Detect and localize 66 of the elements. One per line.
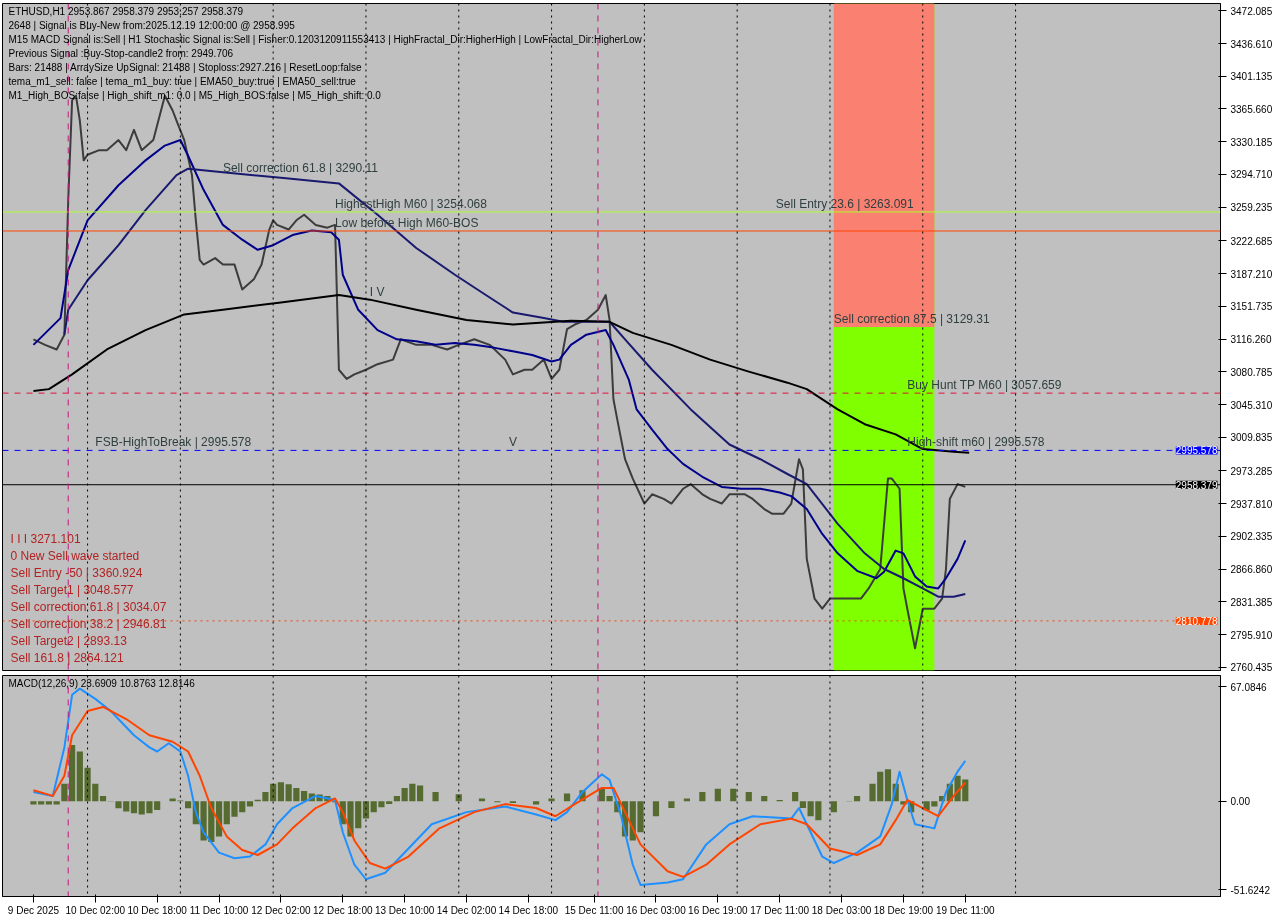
x-tick-label: 10 Dec 18:00: [127, 904, 188, 916]
x-tick-label: 19 Dec 11:00: [935, 904, 996, 916]
x-tick-label: 13 Dec 10:00: [374, 904, 435, 916]
y-tick-label: 3436.610: [1230, 38, 1273, 50]
x-tick-label: 12 Dec 02:00: [251, 904, 312, 916]
x-tick-label: 16 Dec 03:00: [626, 904, 687, 916]
x-tick-label: 10 Dec 02:00: [65, 904, 126, 916]
annotation: tema_m1_sell: false | tema_m1_buy: true | EMA50_buy:true | EMA50_sell:true: [8, 75, 357, 87]
y-tick-label: 3365.660: [1230, 103, 1273, 115]
annotation: Sell correction 61.8 | 3034.07: [10, 599, 167, 614]
annotation: I I I 3271.101: [10, 531, 81, 546]
y-tick-label: 3259.235: [1230, 202, 1273, 214]
y-tick-label: 3116.260: [1230, 334, 1272, 346]
x-tick-label: 14 Dec 02:00: [436, 904, 497, 916]
y-tick-label: 2795.910: [1230, 629, 1273, 641]
x-tick-label: 17 Dec 11:00: [750, 904, 810, 916]
y-tick-label: 2937.810: [1230, 498, 1273, 510]
annotation: Bars: 21488 | ArraySize UpSignal: 21488 | Stoploss:2927.216 | ResetLoop:false: [8, 61, 362, 73]
y-tick-label: 2902.335: [1230, 531, 1273, 543]
y-tick-label: -51.6242: [1230, 884, 1271, 896]
y-tick-label: 2831.385: [1230, 596, 1273, 608]
y-tick-label: 3222.685: [1230, 235, 1273, 247]
x-tick-label: 16 Dec 19:00: [688, 904, 749, 916]
y-tick-label: 2973.285: [1230, 465, 1273, 477]
y-tick-label: 3294.710: [1230, 169, 1273, 181]
annotation: FSB-HighToBreak | 2995.578: [95, 435, 252, 450]
y-tick-label: 3401.135: [1230, 71, 1273, 83]
annotation: MACD(12,26,9) 23.6909 10.8763 12.8146: [8, 677, 196, 689]
ref-line-label: 2810.778: [1175, 615, 1218, 627]
y-tick-label: 67.0846: [1230, 681, 1268, 693]
y-tick-label: 3151.735: [1230, 301, 1273, 313]
annotation: Sell Entry 23.6 | 3263.091: [775, 196, 915, 211]
annotation: Sell correction 61.8 | 3290.11: [222, 161, 379, 176]
y-tick-label: 2866.860: [1230, 564, 1273, 576]
y-tick-label: 3472.085: [1230, 5, 1273, 17]
x-tick-label: 18 Dec 19:00: [873, 904, 934, 916]
y-tick-label: 3045.310: [1230, 399, 1273, 411]
annotation: M1_High_BOS:false | High_shift_m1: 0.0 | M5_High_BOS:false | M5_High_shift: 0.0: [8, 89, 382, 101]
annotation: ETHUSD,H1 2953.867 2958.379 2953.257 2958.379: [8, 5, 244, 17]
x-tick-label: 11 Dec 10:00: [189, 904, 249, 916]
annotation: 0 New Sell wave started: [10, 548, 140, 563]
annotation: High-shift m60 | 2995.578: [907, 435, 1045, 450]
ref-line-label: 2995.578: [1175, 445, 1218, 457]
ref-line-label: 2958.379: [1175, 479, 1218, 491]
x-tick-label: 14 Dec 18:00: [498, 904, 559, 916]
annotation: I V: [369, 284, 385, 299]
x-tick-label: 15 Dec 11:00: [564, 904, 624, 916]
y-tick-label: 0.00: [1230, 796, 1251, 808]
y-tick-label: 3009.835: [1230, 432, 1273, 444]
annotation: M15 MACD Signal is:Sell | H1 Stochastic Signal is:Sell | Fisher:0.1203120911553413 | HighFractal_Dir:HigherHigh | LowFractal_Dir:HigherLow: [8, 33, 643, 45]
x-tick-label: 18 Dec 03:00: [811, 904, 872, 916]
annotation: Sell Target1 | 3048.577: [10, 582, 134, 597]
x-tick-label: 9 Dec 2025: [7, 904, 60, 916]
y-tick-label: 3187.210: [1230, 268, 1273, 280]
y-tick-label: 3330.185: [1230, 136, 1273, 148]
annotation: 2648 | Signal is Buy-New from:2025.12.19 12:00:00 @ 2958.995: [8, 19, 296, 31]
annotation: Previous Signal :Buy-Stop-candle2 from: 2949.706: [8, 47, 234, 59]
annotation: V: [509, 435, 518, 450]
annotation: Sell Entry -50 | 3360.924: [10, 565, 143, 580]
x-tick-label: 12 Dec 18:00: [313, 904, 373, 916]
annotation: Sell correction 87.5 | 3129.31: [833, 312, 991, 327]
annotation: Sell Target2 | 2893.13: [10, 633, 128, 648]
annotation: Sell 161.8 | 2864.121: [10, 650, 125, 665]
y-tick-label: 2760.435: [1230, 662, 1273, 674]
y-tick-label: 3080.785: [1230, 366, 1273, 378]
annotation: Sell correction 38.2 | 2946.81: [10, 616, 167, 631]
